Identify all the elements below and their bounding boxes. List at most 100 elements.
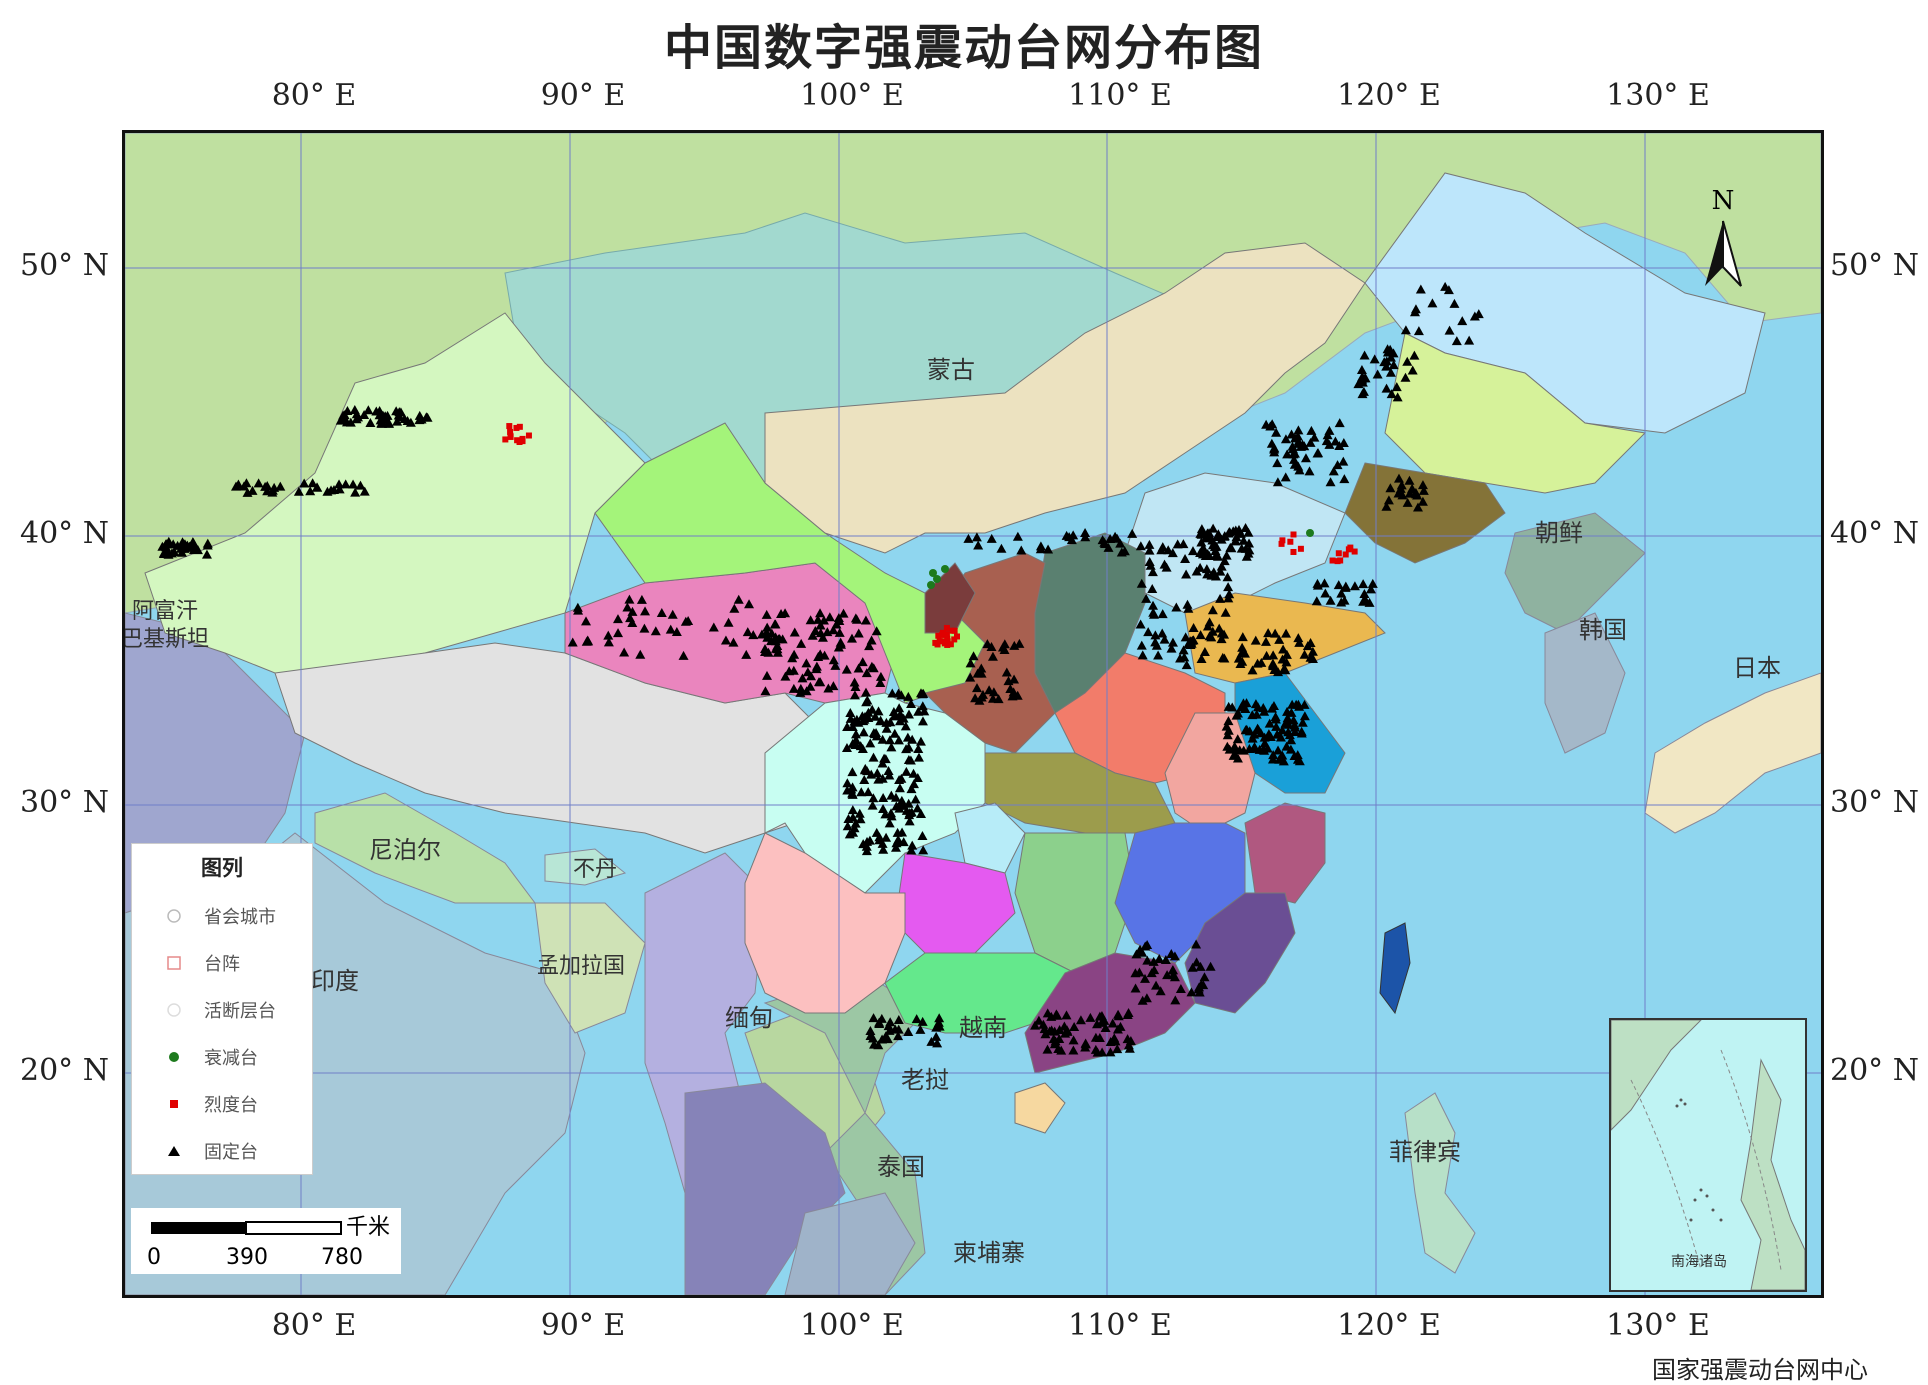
fixed-station-marker — [824, 612, 835, 622]
fixed-station-marker — [1033, 1015, 1044, 1025]
fixed-station-marker — [1148, 609, 1159, 619]
fixed-station-marker — [1043, 544, 1054, 554]
fixed-station-marker — [1178, 645, 1189, 655]
north-arrow-icon: N — [1705, 186, 1742, 287]
fixed-station-marker — [1247, 710, 1258, 720]
fixed-station-marker — [1142, 955, 1153, 965]
legend-label: 台阵 — [204, 953, 240, 975]
fixed-station-marker — [1125, 1035, 1136, 1045]
circle-filled-icon — [162, 1047, 186, 1067]
intensity-station-marker — [513, 424, 520, 431]
fixed-station-marker — [1282, 449, 1293, 459]
fixed-station-marker — [1282, 706, 1293, 716]
intensity-station-marker — [935, 632, 942, 639]
fixed-station-marker — [776, 609, 787, 619]
fixed-station-marker — [1263, 628, 1274, 638]
fixed-station-marker — [895, 709, 906, 719]
fixed-station-marker — [582, 635, 593, 645]
fixed-station-marker — [1212, 532, 1223, 542]
fixed-station-marker — [1110, 531, 1121, 541]
fixed-station-marker — [247, 485, 258, 495]
fixed-station-marker — [748, 630, 759, 640]
fixed-station-marker — [1223, 593, 1234, 603]
triangle-filled-icon — [162, 1141, 186, 1161]
fixed-station-marker — [1249, 741, 1260, 751]
fixed-station-marker — [1293, 425, 1304, 435]
fixed-station-marker — [1290, 433, 1301, 443]
fixed-station-marker — [787, 653, 798, 663]
fixed-station-marker — [871, 626, 882, 636]
fixed-station-marker — [1035, 544, 1046, 554]
fixed-station-marker — [1001, 667, 1012, 677]
fixed-station-marker — [1300, 453, 1311, 463]
label-cambodia: 柬埔寨 — [953, 1239, 1025, 1267]
fixed-station-marker — [996, 543, 1007, 553]
land-north-korea — [1504, 512, 1646, 634]
fixed-station-marker — [1150, 630, 1161, 640]
fixed-station-marker — [299, 478, 310, 488]
label-mongolia: 蒙古 — [927, 356, 975, 384]
legend-label: 烈度台 — [204, 1094, 258, 1116]
label-south-korea: 韩国 — [1579, 616, 1627, 644]
fixed-station-marker — [1340, 582, 1351, 592]
fixed-station-marker — [1268, 650, 1279, 660]
fixed-station-marker — [414, 415, 425, 425]
fixed-station-marker — [965, 658, 976, 668]
fixed-station-marker — [1050, 1036, 1061, 1046]
lat-label-right-40: 40° N — [1830, 516, 1919, 551]
fixed-station-marker — [392, 416, 403, 426]
fixed-station-marker — [894, 783, 905, 793]
fixed-station-marker — [636, 594, 647, 604]
fixed-station-marker — [1404, 475, 1415, 485]
fixed-station-marker — [846, 633, 857, 643]
lon-label-bottom-120: 120° E — [1337, 1308, 1441, 1343]
fixed-station-marker — [177, 542, 188, 552]
fixed-station-marker — [1236, 543, 1247, 553]
fixed-station-marker — [741, 649, 752, 659]
fixed-station-marker — [1236, 702, 1247, 712]
fixed-station-marker — [1392, 392, 1403, 402]
fixed-station-marker — [1238, 535, 1249, 545]
fixed-station-marker — [1060, 1028, 1071, 1038]
fixed-station-marker — [1196, 524, 1207, 534]
fixed-station-marker — [1221, 721, 1232, 731]
fixed-station-marker — [1281, 628, 1292, 638]
legend-label: 固定台 — [204, 1141, 258, 1163]
map-frame[interactable]: 蒙古 朝鲜 韩国 日本 阿富汗巴基斯坦 尼泊尔 不丹 印度 孟加拉国 缅甸 越南… — [122, 130, 1824, 1298]
fixed-station-marker — [1042, 1044, 1053, 1054]
fixed-station-marker — [1289, 751, 1300, 761]
fixed-station-marker — [1012, 531, 1023, 541]
fixed-station-marker — [1180, 554, 1191, 564]
fixed-station-marker — [1151, 980, 1162, 990]
fixed-station-marker — [856, 787, 867, 797]
fixed-station-marker — [1113, 1009, 1124, 1019]
fixed-station-marker — [841, 664, 852, 674]
intensity-station-marker — [947, 641, 954, 648]
fixed-station-marker — [1415, 284, 1426, 294]
fixed-station-marker — [189, 545, 200, 555]
fixed-station-marker — [917, 701, 928, 711]
fixed-station-marker — [1334, 441, 1345, 451]
fixed-station-marker — [801, 686, 812, 696]
fixed-station-marker — [854, 808, 865, 818]
intensity-station-marker — [949, 627, 956, 634]
fixed-station-marker — [1156, 545, 1167, 555]
fixed-station-marker — [1457, 316, 1468, 326]
fixed-station-marker — [931, 1031, 942, 1041]
fixed-station-marker — [201, 549, 212, 559]
fixed-station-marker — [806, 671, 817, 681]
fixed-station-marker — [1220, 607, 1231, 617]
fixed-station-marker — [1166, 643, 1177, 653]
attenuation-station-marker — [929, 569, 937, 577]
fixed-station-marker — [1349, 581, 1360, 591]
fixed-station-marker — [903, 709, 914, 719]
fixed-station-marker — [581, 616, 592, 626]
fixed-station-marker — [976, 663, 987, 673]
fixed-station-marker — [878, 844, 889, 854]
fixed-station-marker — [1307, 654, 1318, 664]
square-filled-icon — [162, 1094, 186, 1114]
fixed-station-marker — [678, 650, 689, 660]
fixed-station-marker — [1112, 1044, 1123, 1054]
intensity-station-marker — [944, 635, 951, 642]
lat-label-left-20: 20° N — [20, 1053, 109, 1088]
